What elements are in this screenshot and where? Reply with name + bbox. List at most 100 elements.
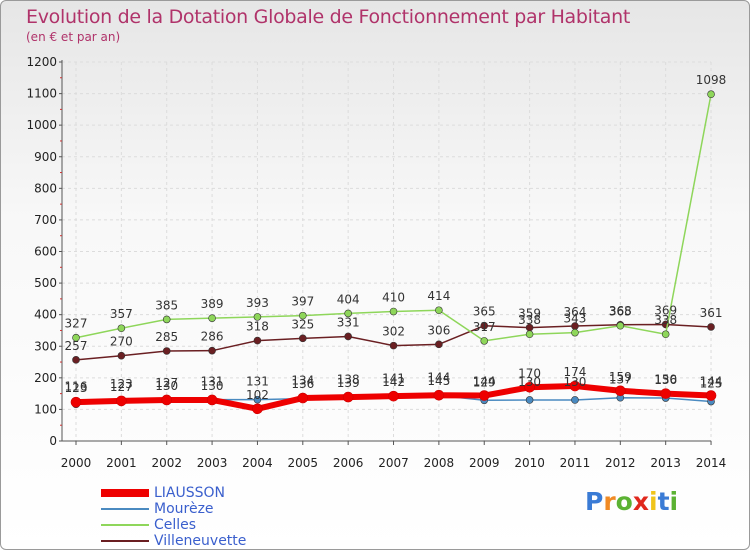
data-label: 116 xyxy=(65,379,88,393)
data-label: 130 xyxy=(518,375,541,389)
data-point xyxy=(70,396,82,408)
x-tick-label: 2005 xyxy=(288,456,319,470)
data-label: 306 xyxy=(427,323,450,337)
logo-letter: t xyxy=(657,487,670,516)
data-label: 145 xyxy=(427,374,450,388)
data-label: 129 xyxy=(473,375,496,389)
data-label: 361 xyxy=(700,306,723,320)
data-label: 338 xyxy=(518,313,541,327)
data-label: 285 xyxy=(155,330,178,344)
x-tick-label: 2009 xyxy=(469,456,500,470)
data-point xyxy=(524,382,535,393)
data-label: 357 xyxy=(110,307,133,321)
data-point xyxy=(342,391,354,403)
data-point xyxy=(252,403,263,415)
x-tick-label: 2012 xyxy=(605,456,636,470)
data-label: 136 xyxy=(291,377,314,391)
x-tick-label: 2013 xyxy=(650,456,681,470)
data-label: 331 xyxy=(337,315,360,329)
x-tick-label: 2001 xyxy=(106,456,137,470)
y-tick-label: 600 xyxy=(34,245,57,259)
chart-subtitle: (en € et par an) xyxy=(26,30,121,44)
y-tick-label: 1100 xyxy=(26,87,57,101)
data-label: 130 xyxy=(564,375,587,389)
series-celles xyxy=(72,90,715,345)
data-point xyxy=(525,396,534,404)
data-point xyxy=(615,385,626,397)
data-label: 365 xyxy=(473,305,496,319)
data-point xyxy=(344,309,352,318)
data-label: 130 xyxy=(155,379,178,393)
data-point xyxy=(297,392,309,404)
legend-swatch xyxy=(101,508,149,510)
legend-swatch xyxy=(101,489,149,497)
logo-letter: i xyxy=(669,487,679,516)
data-label: 123 xyxy=(110,377,133,391)
data-point xyxy=(72,333,80,342)
y-tick-label: 400 xyxy=(34,308,57,322)
data-label: 138 xyxy=(337,372,360,386)
data-label: 397 xyxy=(291,295,314,309)
data-label: 170 xyxy=(518,366,541,380)
data-point xyxy=(162,315,171,324)
grid xyxy=(62,61,712,441)
data-label: 159 xyxy=(609,370,632,384)
data-label: 102 xyxy=(246,388,269,402)
data-label: 137 xyxy=(609,373,632,387)
data-label: 131 xyxy=(201,375,224,389)
data-labels-mourèze: 116 123 127 131 131 134 138 141 144 129 130 130 137 1… xyxy=(65,371,723,394)
logo-letter: P xyxy=(585,487,604,516)
data-label: 325 xyxy=(291,317,314,331)
legend-swatch xyxy=(101,524,149,526)
legend-swatch xyxy=(101,540,149,542)
data-label: 174 xyxy=(564,365,587,379)
y-tick-label: 0 xyxy=(49,434,57,448)
x-tick-label: 2000 xyxy=(61,456,92,470)
y-tick-label: 500 xyxy=(34,276,57,290)
data-label: 141 xyxy=(382,371,405,385)
logo-letter: o xyxy=(615,487,633,516)
data-label: 131 xyxy=(246,375,269,389)
data-point xyxy=(478,390,490,401)
x-tick-label: 2003 xyxy=(197,456,228,470)
data-label: 410 xyxy=(382,291,405,305)
chart-title: Evolution de la Dotation Globale de Fonc… xyxy=(26,6,631,28)
data-label: 364 xyxy=(564,305,587,319)
data-point xyxy=(298,334,307,343)
y-tick-label: 900 xyxy=(34,150,57,164)
x-tick-label: 2010 xyxy=(514,456,545,470)
data-label: 257 xyxy=(65,339,88,353)
y-tick-label: 100 xyxy=(34,402,57,416)
data-label: 144 xyxy=(700,375,723,389)
data-point xyxy=(569,380,581,392)
y-tick-label: 1200 xyxy=(26,55,57,69)
data-point xyxy=(208,314,216,322)
data-label: 393 xyxy=(246,296,269,310)
data-label: 130 xyxy=(201,379,224,393)
data-label: 318 xyxy=(246,320,269,334)
data-point xyxy=(253,395,262,404)
data-point xyxy=(206,394,218,406)
data-point xyxy=(388,390,399,402)
data-point xyxy=(661,330,670,339)
data-point xyxy=(571,396,579,404)
data-point xyxy=(480,321,489,330)
x-tick-label: 2014 xyxy=(696,456,727,470)
data-label: 404 xyxy=(337,292,360,306)
data-label: 317 xyxy=(473,320,496,334)
data-point xyxy=(433,389,445,401)
data-label: 385 xyxy=(155,298,178,312)
y-tick-label: 200 xyxy=(34,371,57,385)
data-point xyxy=(525,330,534,339)
proxiti-logo: Proxiti xyxy=(585,487,678,516)
data-label: 270 xyxy=(110,335,133,349)
data-point xyxy=(344,332,352,341)
data-label: 414 xyxy=(427,289,450,303)
data-point xyxy=(116,395,127,407)
y-tick-label: 300 xyxy=(34,339,57,353)
